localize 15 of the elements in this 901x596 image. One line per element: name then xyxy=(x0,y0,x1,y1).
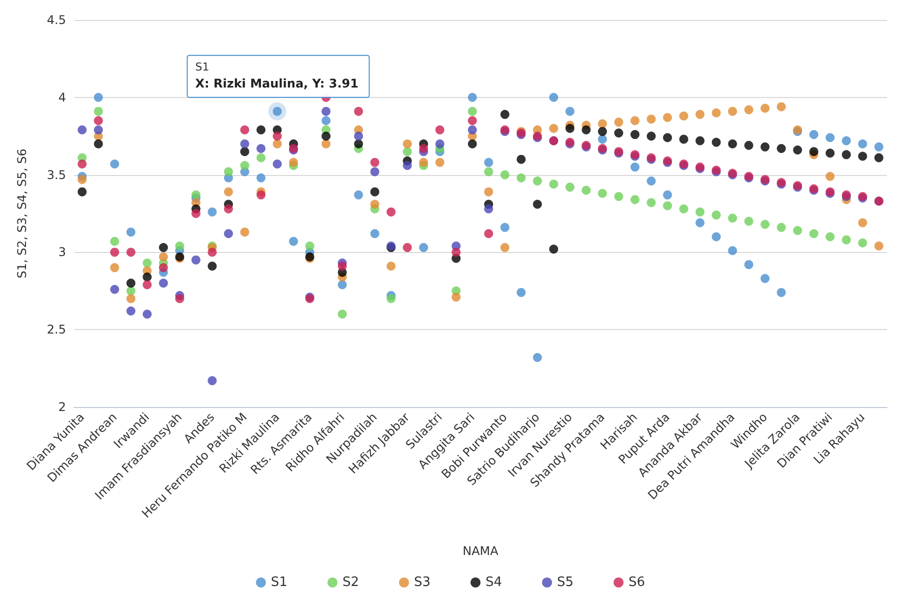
legend-label: S3 xyxy=(414,575,431,590)
y-tick-label: 4 xyxy=(58,90,66,104)
legend-label: S2 xyxy=(342,575,359,590)
legend-label: S1 xyxy=(270,575,288,590)
y-tick-label: 4.5 xyxy=(46,13,66,27)
y-axis-title: S1, S2, S3, S4, S5, S6 xyxy=(15,148,29,278)
y-tick-label: 2.5 xyxy=(46,322,66,337)
y-tick-label: 3.5 xyxy=(46,168,66,182)
x-axis-title: NAMA xyxy=(462,544,500,558)
legend-label: S5 xyxy=(557,575,574,590)
y-tick-label: 2 xyxy=(58,400,66,414)
legend-label: S4 xyxy=(486,575,502,590)
annotation: S1 X: Rizki Maulina, Y: 3.91 xyxy=(195,60,359,90)
y-tick-label: 3 xyxy=(58,245,66,260)
legend-label: S6 xyxy=(628,575,646,590)
